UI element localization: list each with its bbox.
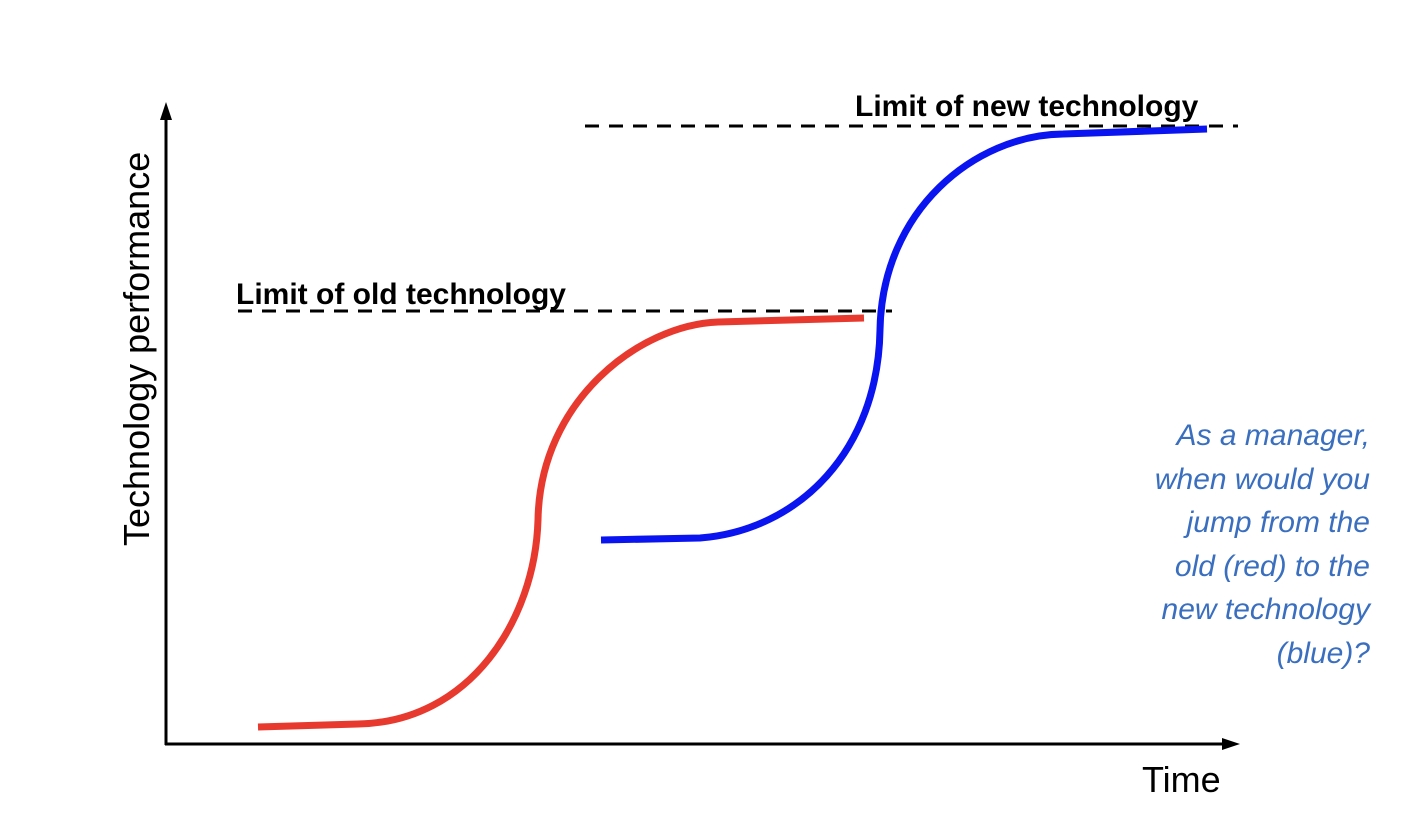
old-technology-curve [257,314,865,731]
manager-question-text: As a manager, when would you jump from t… [1154,419,1370,670]
x-axis-label: Time [1142,759,1221,800]
x-axis-arrow-icon [1222,738,1240,750]
y-axis-arrow-icon [160,102,172,120]
new-technology-curve [600,125,1208,544]
y-axis-label: Technology performance [116,152,157,546]
old-technology-limit-label: Limit of old technology [236,278,566,311]
new-technology-limit-label: Limit of new technology [855,90,1199,123]
